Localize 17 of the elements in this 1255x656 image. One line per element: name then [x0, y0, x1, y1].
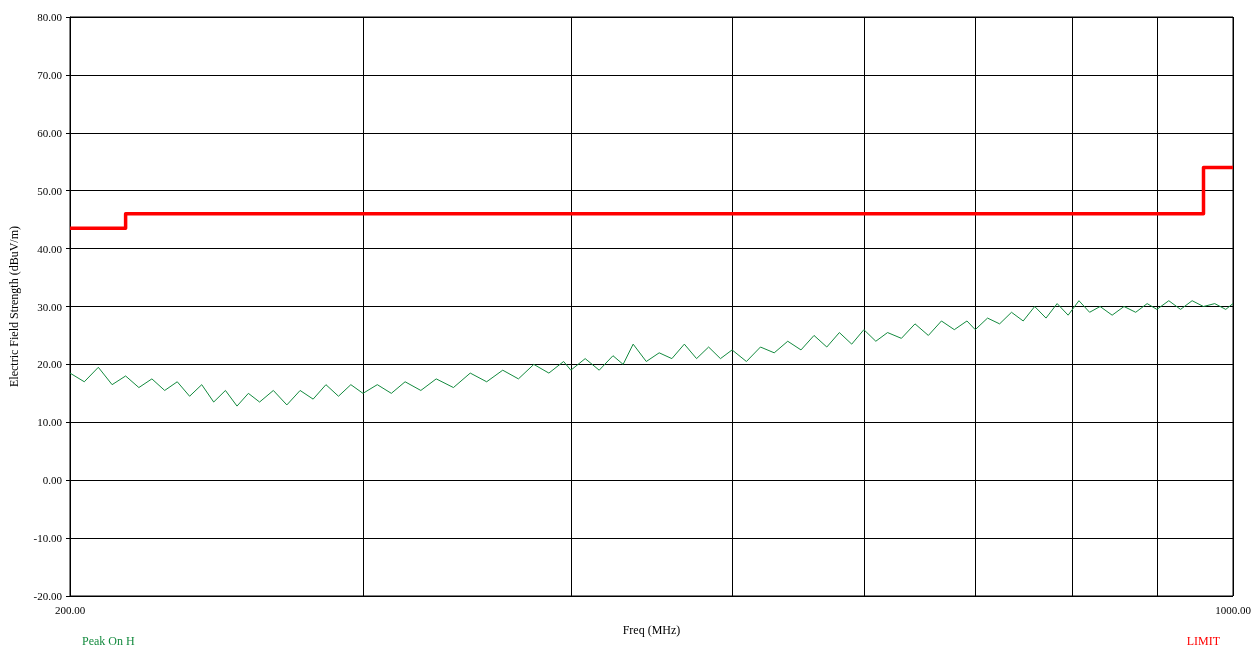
x-axis-title: Freq (MHz) [622, 623, 681, 637]
x-tick-label: 200.00 [54, 603, 86, 616]
y-tick-label: 50.00 [37, 184, 63, 197]
text: Peak On H [82, 634, 135, 648]
y-tick-label: -10.00 [33, 532, 63, 545]
text: LIMIT [1186, 634, 1221, 648]
y-tick-label: 60.00 [37, 126, 63, 139]
y-tick-label: 80.00 [37, 11, 63, 23]
y-tick-label: 70.00 [37, 68, 63, 81]
y-tick-label: -20.00 [33, 590, 63, 602]
y-tick-label: 30.00 [37, 300, 63, 313]
y-tick-label: 0.00 [42, 474, 63, 487]
y-axis-title: Electric Field Strength (dBuV/m) [7, 226, 21, 387]
x-tick-label: 1000.00 [1215, 603, 1252, 616]
y-tick-label: 10.00 [37, 416, 63, 429]
y-tick-label: 20.00 [37, 358, 63, 371]
y-tick-label: 40.00 [37, 242, 63, 255]
